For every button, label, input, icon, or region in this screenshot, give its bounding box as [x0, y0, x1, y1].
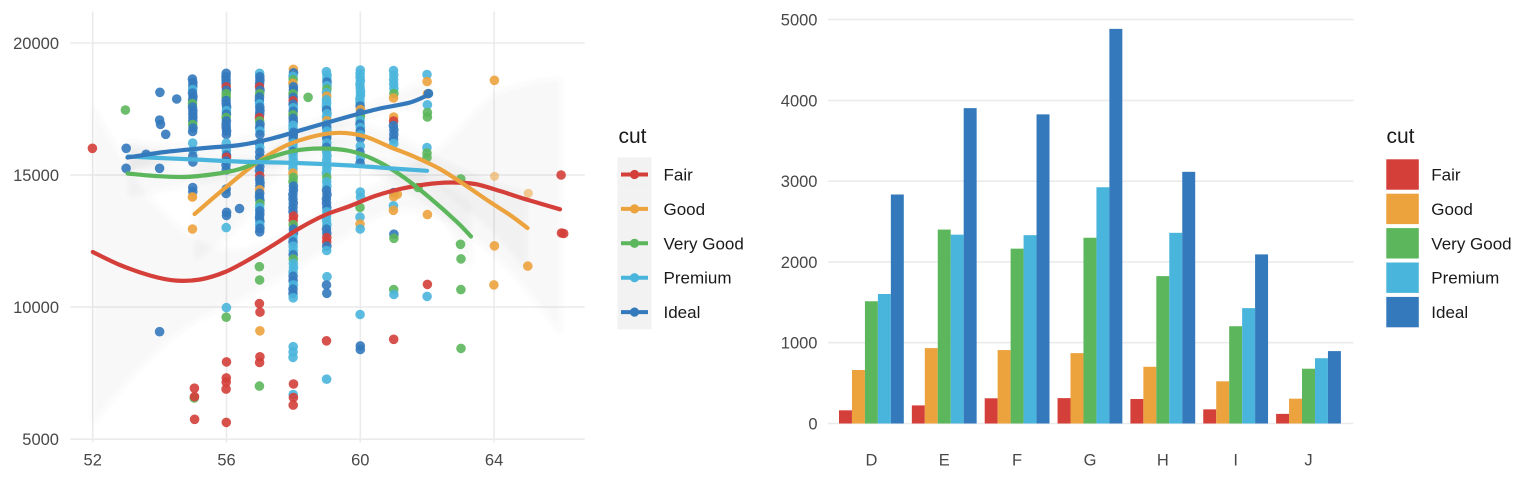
- svg-text:3000: 3000: [781, 173, 818, 191]
- svg-text:cut: cut: [1387, 125, 1415, 148]
- svg-text:5000: 5000: [22, 431, 59, 449]
- svg-text:1000: 1000: [781, 335, 818, 353]
- svg-text:cut: cut: [619, 125, 647, 148]
- svg-text:Ideal: Ideal: [664, 303, 701, 322]
- svg-text:Fair: Fair: [664, 166, 694, 185]
- svg-text:Fair: Fair: [1431, 166, 1461, 185]
- svg-text:4000: 4000: [781, 92, 818, 110]
- svg-text:F: F: [1012, 452, 1022, 470]
- svg-text:I: I: [1233, 452, 1238, 470]
- svg-text:Good: Good: [664, 200, 706, 219]
- svg-text:15000: 15000: [13, 167, 59, 185]
- svg-text:2000: 2000: [781, 254, 818, 272]
- svg-text:J: J: [1304, 452, 1312, 470]
- svg-text:10000: 10000: [13, 299, 59, 317]
- svg-text:20000: 20000: [13, 35, 59, 53]
- svg-text:60: 60: [351, 452, 369, 470]
- svg-text:64: 64: [485, 452, 503, 470]
- svg-text:D: D: [865, 452, 877, 470]
- svg-text:Premium: Premium: [1431, 269, 1499, 288]
- svg-text:Good: Good: [1431, 200, 1473, 219]
- svg-text:52: 52: [84, 452, 102, 470]
- svg-text:56: 56: [217, 452, 235, 470]
- svg-text:E: E: [939, 452, 950, 470]
- svg-text:Ideal: Ideal: [1431, 303, 1468, 322]
- svg-text:Premium: Premium: [664, 269, 732, 288]
- svg-text:Very Good: Very Good: [1431, 234, 1511, 253]
- svg-text:0: 0: [808, 416, 817, 434]
- svg-text:Very Good: Very Good: [664, 234, 744, 253]
- svg-text:H: H: [1157, 452, 1169, 470]
- svg-text:5000: 5000: [781, 12, 818, 30]
- svg-text:G: G: [1084, 452, 1097, 470]
